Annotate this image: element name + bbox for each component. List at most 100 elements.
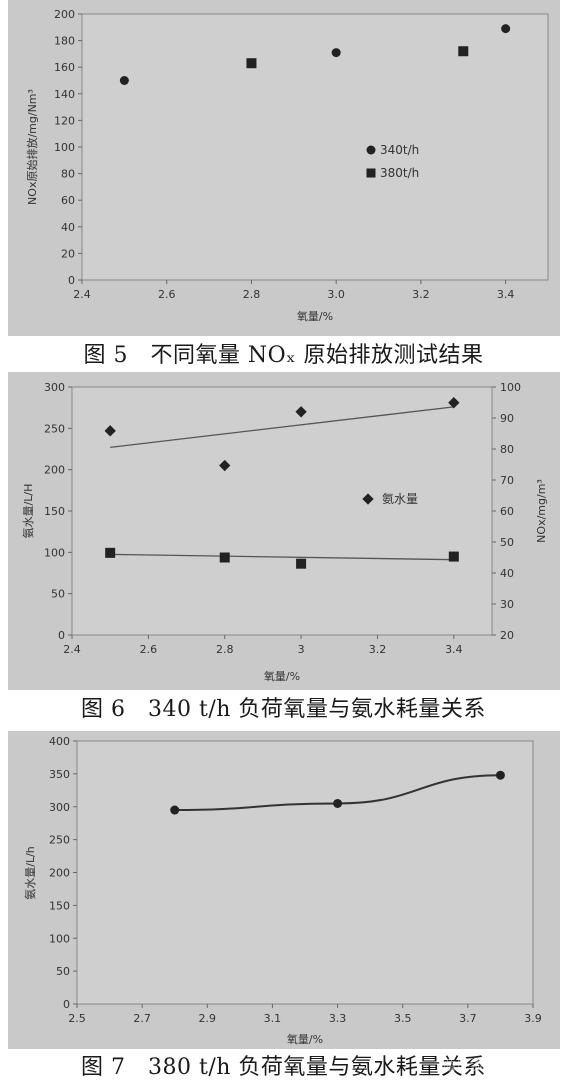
chart-6-y2-tick-label: 90 (500, 412, 514, 425)
chart-7-y-tick-label: 200 (49, 867, 70, 880)
chart-5-y-tick-label: 60 (61, 194, 75, 207)
chart-7-y-tick-label: 350 (49, 768, 70, 781)
chart-7-y-tick-label: 100 (49, 932, 70, 945)
chart-5-x-tick-label: 3.4 (497, 288, 515, 301)
chart-5-x-tick-label: 3.0 (327, 288, 345, 301)
chart-6-series-1-point (105, 547, 116, 558)
chart-5-y-tick-label: 0 (68, 274, 75, 287)
chart-6-y2-tick-label: 40 (500, 567, 514, 580)
chart-5-legend-marker-340 (366, 145, 376, 155)
chart-5-plot-area (81, 13, 549, 281)
chart-5-x-tick-label: 2.6 (158, 288, 176, 301)
chart-7-caption-fig: 图 7 (81, 1055, 126, 1080)
chart-5-y-tick-label: 40 (61, 221, 75, 234)
watermark-text: 循环流化床发电 (442, 1058, 540, 1074)
chart-7-x-tick-label: 3.7 (459, 1012, 477, 1025)
chart-6-y2-tick-label: 70 (500, 474, 514, 487)
chart-7-plot-area (76, 740, 534, 1005)
chart-6-x-tick-label: 2.8 (216, 643, 234, 656)
chart-7-x-tick-label: 2.9 (199, 1012, 217, 1025)
chart-7-x-tick-label: 3.5 (394, 1012, 412, 1025)
chart-5-x-tick-label: 2.4 (73, 288, 91, 301)
chart-5-series-0-point (331, 48, 341, 58)
chart-7-series-0-point (333, 798, 343, 808)
chart-6-x-tick-label: 3.2 (369, 643, 387, 656)
chart-7: 氨水量/L/h 氧量/% 2.5 2.7 2.9 3.1 3.3 3.5 3.7 3.9 0 50… (8, 731, 560, 1049)
chart-6-y2-tick-label: 20 (500, 629, 514, 642)
chart-5-ylabel: NOx原始排放/mg/Nm³ (25, 89, 39, 205)
chart-6-series-1-point (448, 551, 459, 562)
chart-5-y-tick-label: 200 (54, 8, 75, 21)
chart-7-x-tick-label: 2.5 (68, 1012, 86, 1025)
chart-6-series-1-trendline (110, 553, 454, 561)
chart-5-x-tick-label: 3.2 (412, 288, 430, 301)
chart-6-y2-tick-label: 100 (500, 381, 521, 394)
chart-6-caption: 图 6 340 t/h 负荷氧量与氨水耗量关系 (0, 692, 567, 728)
chart-5: NOx原始排放/mg/Nm³ 氧量/% 340t/h 380t/h 2.4 2.6… (8, 0, 560, 336)
chart-6-y2-tick-label: 60 (500, 505, 514, 518)
chart-5-y-tick-label: 160 (54, 61, 75, 74)
chart-6-y-tick-label: 150 (44, 505, 65, 518)
chart-7-caption-text: 380 t/h 负荷氧量与氨水耗量关系 (148, 1055, 486, 1080)
chart-5-y-tick-label: 140 (54, 88, 75, 101)
chart-7-x-tick-label: 3.1 (264, 1012, 282, 1025)
chart-5-caption: 图 5 不同氧量 NOₓ 原始排放测试结果 (0, 341, 567, 371)
chart-7-y-tick-label: 0 (63, 998, 70, 1011)
chart-6-y2-tick-label: 80 (500, 443, 514, 456)
chart-7-y-tick-label: 300 (49, 801, 70, 814)
chart-6-y-tick-label: 50 (51, 588, 65, 601)
chart-6-y-tick-label: 300 (44, 381, 65, 394)
chart-5-y-tick-label: 180 (54, 35, 75, 48)
chart-5-y-tick-label: 80 (61, 168, 75, 181)
chart-7-xlabel: 氧量/% (287, 1032, 323, 1046)
chart-5-legend: 340t/h 380t/h (366, 143, 419, 180)
chart-6-x-tick-label: 3.4 (445, 643, 463, 656)
chart-6-plot-area (71, 386, 493, 636)
chart-5-caption-text: 不同氧量 NOₓ 原始排放测试结果 (150, 343, 484, 368)
chart-5-legend-label-340: 340t/h (380, 143, 419, 157)
chart-6-y-tick-label: 250 (44, 422, 65, 435)
chart-6: 氨水量/L/H NOx/mg/m³ 氧量/% 氨水量 2.4 2.6 2.8 3 3.2… (8, 372, 560, 690)
chart-5-legend-label-380: 380t/h (380, 166, 419, 180)
chart-7-x-tick-label: 2.7 (133, 1012, 151, 1025)
chart-5-x-tick-label: 2.8 (243, 288, 261, 301)
chart-5-xlabel: 氧量/% (297, 309, 333, 323)
watermark: 循环流化床发电 (442, 1058, 540, 1074)
chart-6-y-tick-label: 0 (58, 629, 65, 642)
chart-6-y2label: NOx/mg/m³ (535, 479, 548, 543)
chart-7-series-0-point (170, 805, 180, 815)
chart-5-y-tick-label: 100 (54, 141, 75, 154)
chart-6-legend-label: 氨水量 (382, 492, 418, 506)
chart-7-y-tick-label: 400 (49, 735, 70, 748)
chart-5-series-0-point (501, 24, 511, 34)
chart-6-series-1-point (296, 558, 307, 569)
chart-7-ylabel: 氨水量/L/h (24, 846, 37, 900)
chart-6-series-1-point (219, 552, 230, 563)
chart-6-series-0-trendline (110, 406, 454, 448)
chart-5-caption-fig: 图 5 (83, 343, 128, 368)
chart-5-series-1-point (246, 58, 257, 69)
chart-7-y-tick-label: 250 (49, 834, 70, 847)
chart-5-y-tick-label: 120 (54, 114, 75, 127)
chart-7-x-tick-label: 3.3 (329, 1012, 347, 1025)
chart-7-series-0-point (495, 770, 505, 780)
chart-6-y-tick-label: 100 (44, 546, 65, 559)
chart-6-x-tick-label: 2.4 (63, 643, 81, 656)
chart-6-xlabel: 氧量/% (264, 669, 300, 683)
chart-6-caption-text: 340 t/h 负荷氧量与氨水耗量关系 (148, 697, 486, 722)
chart-6-x-tick-label: 3 (298, 643, 305, 656)
chart-6-x-tick-label: 2.6 (140, 643, 158, 656)
chart-6-ylabel: 氨水量/L/H (22, 484, 35, 539)
chart-7-caption: 图 7 380 t/h 负荷氧量与氨水耗量关系 (0, 1051, 567, 1085)
chart-5-legend-marker-380 (366, 168, 376, 178)
chart-7-x-tick-label: 3.9 (524, 1012, 542, 1025)
chart-6-caption-fig: 图 6 (81, 697, 126, 722)
chart-5-y-tick-label: 20 (61, 247, 75, 260)
chart-5-series-1-point (458, 46, 469, 57)
chart-5-series-0-point (119, 76, 129, 85)
chart-7-y-tick-label: 150 (49, 899, 70, 912)
chart-6-y2-tick-label: 30 (500, 598, 514, 611)
chart-6-y2-tick-label: 50 (500, 536, 514, 549)
chart-7-y-tick-label: 50 (56, 965, 70, 978)
chart-6-y-tick-label: 200 (44, 464, 65, 477)
